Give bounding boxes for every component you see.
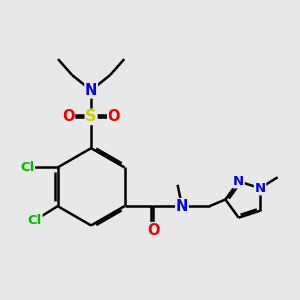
- Text: S: S: [85, 110, 97, 124]
- Text: N: N: [254, 182, 266, 195]
- Text: O: O: [147, 223, 160, 238]
- Text: Cl: Cl: [28, 214, 42, 226]
- Text: N: N: [176, 199, 188, 214]
- Text: Cl: Cl: [20, 161, 34, 174]
- Text: N: N: [233, 175, 244, 188]
- Text: O: O: [62, 110, 74, 124]
- Text: O: O: [108, 110, 120, 124]
- Text: N: N: [85, 83, 97, 98]
